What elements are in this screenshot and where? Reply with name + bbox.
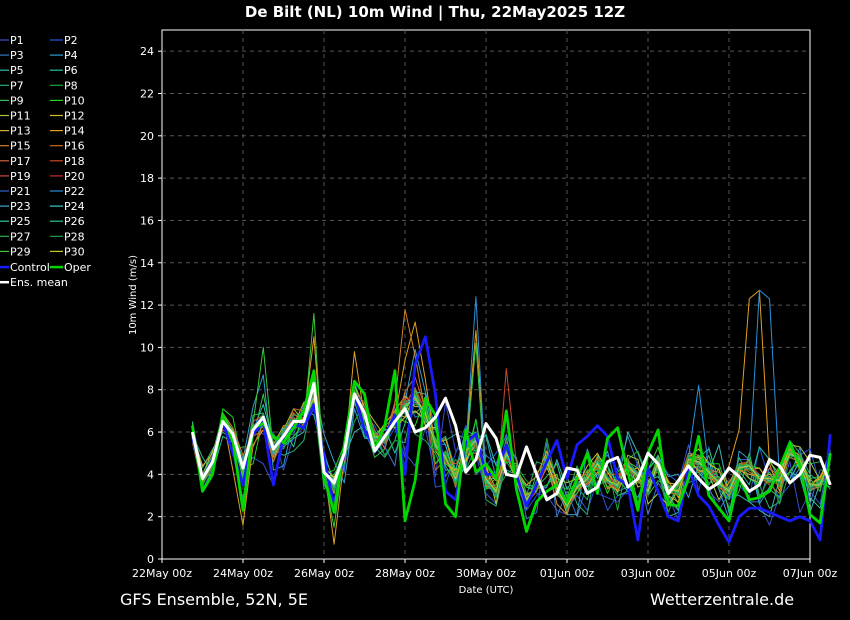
y-axis-label: 10m Wind (m/s): [128, 255, 139, 335]
legend-label: P10: [64, 94, 85, 107]
legend-label: P21: [10, 185, 31, 198]
legend-label: Ens. mean: [10, 276, 68, 289]
grid-lines: [162, 30, 810, 559]
series-line-p5: [191, 380, 831, 518]
legend-label: P11: [10, 110, 31, 123]
x-axis-ticks: 22May 00z 24May 00z 26May 00z 28May 00z 30Ma…: [132, 559, 837, 580]
y-tick-label: 6: [147, 426, 154, 439]
legend-label: P16: [64, 140, 85, 153]
legend-label: P1: [10, 34, 24, 47]
legend-label: P29: [10, 245, 31, 258]
legend-label: P13: [10, 125, 31, 138]
legend-label: P2: [64, 34, 78, 47]
x-tick-label: 07Jun 00z: [783, 567, 838, 580]
y-tick-label: 22: [140, 87, 154, 100]
x-axis-label: Date (UTC): [459, 585, 514, 596]
legend-label: P4: [64, 49, 78, 62]
y-tick-label: 24: [140, 45, 154, 58]
legend-label: P17: [10, 155, 31, 168]
y-tick-label: 12: [140, 299, 154, 312]
legend-label: P24: [64, 200, 85, 213]
chart-title: De Bilt (NL) 10m Wind | Thu, 22May2025 1…: [245, 3, 625, 22]
legend-label: P12: [64, 110, 85, 123]
footer-source: GFS Ensemble, 52N, 5E: [120, 590, 308, 609]
legend-label: P22: [64, 185, 85, 198]
legend-label: P18: [64, 155, 85, 168]
legend-label: P14: [64, 125, 85, 138]
legend-label: P9: [10, 94, 24, 107]
series-line-ens-mean: [190, 381, 832, 502]
legend-label: P5: [10, 64, 24, 77]
x-tick-label: 28May 00z: [375, 567, 435, 580]
x-tick-label: 24May 00z: [213, 567, 273, 580]
footer-site: Wetterzentrale.de: [650, 590, 794, 609]
x-tick-label: 03Jun 00z: [621, 567, 676, 580]
legend-label: Oper: [64, 261, 91, 274]
y-tick-label: 18: [140, 172, 154, 185]
x-tick-label: 30May 00z: [456, 567, 516, 580]
y-tick-label: 4: [147, 468, 154, 481]
y-tick-label: 20: [140, 130, 154, 143]
x-tick-label: 01Jun 00z: [540, 567, 595, 580]
x-tick-label: 26May 00z: [294, 567, 354, 580]
legend-label: P8: [64, 79, 78, 92]
legend-label: P3: [10, 49, 24, 62]
legend-label: P23: [10, 200, 31, 213]
y-tick-label: 8: [147, 384, 154, 397]
series-lines: [190, 289, 832, 545]
legend: P1 P2 P3 P4 P5 P6 P7 P8 P9 P10 P11 P12 P13 P14 P15 P16 P…: [0, 34, 91, 289]
legend-label: P27: [10, 230, 31, 243]
legend-label: Control: [10, 261, 50, 274]
legend-label: P20: [64, 170, 85, 183]
y-tick-label: 16: [140, 214, 154, 227]
y-tick-label: 14: [140, 257, 154, 270]
x-tick-label: 22May 00z: [132, 567, 192, 580]
legend-label: P7: [10, 79, 24, 92]
legend-label: P28: [64, 230, 85, 243]
legend-label: P26: [64, 215, 85, 228]
legend-label: P6: [64, 64, 78, 77]
y-tick-label: 2: [147, 511, 154, 524]
legend-label: P25: [10, 215, 31, 228]
legend-label: P15: [10, 140, 31, 153]
series-line-oper: [191, 369, 832, 533]
y-tick-label: 10: [140, 341, 154, 354]
legend-label: P30: [64, 245, 85, 258]
x-tick-label: 05Jun 00z: [702, 567, 757, 580]
legend-label: P19: [10, 170, 31, 183]
y-tick-label: 0: [147, 553, 154, 566]
